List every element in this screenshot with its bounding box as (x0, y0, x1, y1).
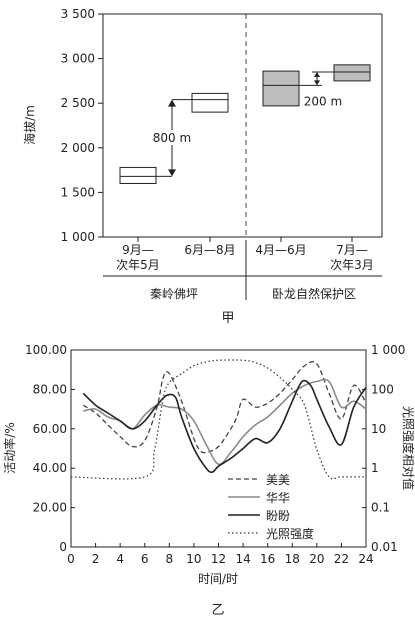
chart-a-y-tick-label: 1 500 (61, 185, 95, 199)
chart-b-y-tick-label: 20.00 (33, 501, 67, 515)
chart-b-x-tick-label: 6 (141, 552, 149, 566)
chart-b-y2-tick-label: 0.1 (371, 501, 390, 515)
chart-b-legend-label: 美美 (266, 473, 290, 487)
chart-b-x-tick-label: 2 (92, 552, 100, 566)
chart-b-x-tick-label: 10 (186, 552, 201, 566)
chart-b-x-tick-label: 18 (285, 552, 300, 566)
chart-b-x-tick-label: 24 (358, 552, 373, 566)
chart-b-legend-label: 华华 (266, 491, 290, 505)
chart-a-annotation-arrowhead (168, 169, 176, 177)
chart-a-box (119, 166, 157, 184)
chart-a-y-tick-label: 3 000 (61, 52, 95, 66)
chart-a-annotation-label: 200 m (304, 94, 342, 108)
chart-b-y2label: 光照强度相对值 (401, 406, 415, 490)
chart-a-box (333, 64, 371, 82)
chart-b-y2-ticks: 0.01 0.1 1 10 100 1 000 (362, 343, 405, 554)
chart-b-x-ticks: 0 2 4 6 8 10 12 14 16 18 20 22 24 (67, 543, 374, 566)
chart-a-ylabel: 海拔/m (22, 105, 37, 145)
chart-a: 1 000 1 500 2 000 2 500 3 000 3 500 海拔/m 800 … (22, 7, 383, 326)
chart-b-y2-tick-label: 0.01 (371, 540, 398, 554)
chart-b-series-line-0 (82, 361, 367, 454)
chart-a-categories: 9月—次年5月 6月—8月 4月—6月 7月—次年3月 (116, 237, 374, 272)
chart-b: 0 2 4 6 8 10 12 14 16 18 20 22 24 020.0040.0060.0080… (2, 343, 415, 618)
chart-b-series-line-2 (82, 379, 367, 474)
chart-b-x-tick-label: 14 (235, 552, 250, 566)
chart-a-category-label: 6月—8月 (184, 243, 235, 257)
chart-a-y-tick-label: 2 500 (61, 96, 95, 110)
chart-a-annotations: 800 m 200 m (150, 71, 342, 177)
chart-a-annotation-arrowhead (314, 80, 320, 86)
chart-b-y2-tick-label: 1 000 (371, 343, 405, 357)
chart-a-y-tick-label: 3 500 (61, 7, 95, 21)
chart-b-legend-label: 光照强度 (266, 526, 314, 541)
chart-a-y-tick-label: 1 000 (61, 230, 95, 244)
chart-a-category-label: 次年5月 (116, 258, 160, 272)
chart-b-y-tick-label: 60.00 (33, 422, 67, 436)
chart-a-group-name-qinling: 秦岭佛坪 (150, 287, 198, 301)
chart-a-boxes (119, 64, 371, 184)
chart-a-box (262, 70, 300, 107)
chart-b-y-tick-label: 40.00 (33, 461, 67, 475)
chart-b-x-tick-label: 12 (211, 552, 226, 566)
chart-b-y2-tick-label: 100 (371, 382, 394, 396)
chart-b-y-ticks: 0 20.00 40.00 60.00 80.00 100.00 (25, 343, 75, 554)
chart-b-x-tick-label: 22 (334, 552, 349, 566)
chart-a-y-ticks: 1 000 1 500 2 000 2 500 3 000 3 500 (61, 7, 103, 244)
chart-b-x-tick-label: 16 (260, 552, 275, 566)
chart-a-annotation-label: 800 m (153, 131, 191, 145)
chart-b-y2-tick-label: 1 (371, 461, 379, 475)
chart-b-ylabel: 活动率/% (2, 422, 17, 473)
chart-b-caption: 乙 (211, 603, 224, 618)
chart-a-category-label: 7月— (336, 243, 368, 257)
chart-b-y2-tick-label: 10 (371, 422, 386, 436)
chart-b-y-tick-label: 100.00 (25, 343, 67, 357)
chart-b-legend-label: 盼盼 (266, 509, 290, 523)
chart-a-y-tick-label: 2 000 (61, 141, 95, 155)
chart-a-box (191, 92, 229, 113)
chart-b-y-tick-label: 0 (59, 540, 67, 554)
chart-b-series-lines (70, 359, 367, 480)
chart-b-xlabel: 时间/时 (198, 572, 238, 586)
chart-a-caption: 甲 (221, 311, 234, 326)
chart-a-group-name-wolong: 卧龙自然保护区 (272, 286, 356, 301)
chart-a-category-label: 9月— (122, 243, 154, 257)
chart-b-y-tick-label: 80.00 (33, 382, 67, 396)
chart-b-series-line-1 (83, 378, 367, 466)
chart-a-annotation-arrowhead (314, 71, 320, 77)
chart-a-category-label: 次年3月 (330, 258, 374, 272)
chart-a-category-label: 4月—6月 (255, 243, 306, 257)
chart-b-x-tick-label: 8 (166, 552, 174, 566)
chart-b-x-tick-label: 4 (116, 552, 124, 566)
chart-a-annotation-arrowhead (168, 99, 176, 107)
chart-b-x-tick-label: 20 (309, 552, 324, 566)
chart-b-x-tick-label: 0 (67, 552, 75, 566)
